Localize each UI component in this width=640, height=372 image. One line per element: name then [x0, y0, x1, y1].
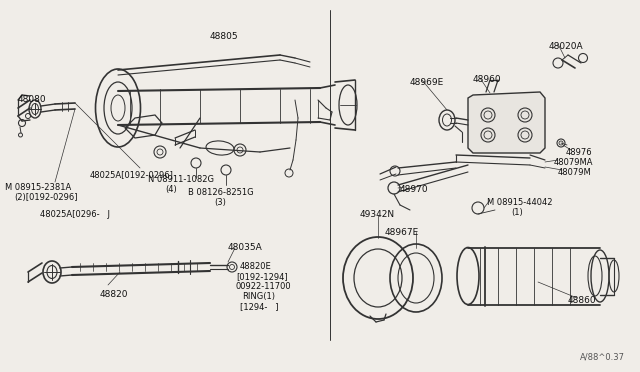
Text: 48860: 48860: [568, 296, 596, 305]
Text: 48967E: 48967E: [385, 228, 419, 237]
Text: 48079M: 48079M: [558, 168, 592, 177]
Text: RING(1): RING(1): [242, 292, 275, 301]
Text: 48025A[0296-   J: 48025A[0296- J: [40, 210, 110, 219]
Text: (4): (4): [165, 185, 177, 194]
Text: 48020A: 48020A: [549, 42, 584, 51]
Text: 48960: 48960: [473, 75, 502, 84]
Text: 48820: 48820: [100, 290, 129, 299]
Polygon shape: [468, 92, 545, 153]
Text: 49342N: 49342N: [360, 210, 395, 219]
Text: (1): (1): [511, 208, 523, 217]
Text: (3): (3): [214, 198, 226, 207]
Text: 48080: 48080: [18, 95, 47, 104]
Text: 48969E: 48969E: [410, 78, 444, 87]
Text: 00922-11700: 00922-11700: [236, 282, 292, 291]
Text: M 08915-44042: M 08915-44042: [487, 198, 552, 207]
Text: 48820E: 48820E: [240, 262, 272, 271]
Text: 48025A[0192-0296]: 48025A[0192-0296]: [90, 170, 174, 179]
Text: [0192-1294]: [0192-1294]: [236, 272, 287, 281]
Text: 48079MA: 48079MA: [554, 158, 593, 167]
Text: B 08126-8251G: B 08126-8251G: [188, 188, 253, 197]
Text: (2)[0192-0296]: (2)[0192-0296]: [14, 193, 77, 202]
Text: 48035A: 48035A: [228, 243, 263, 252]
Text: 48970: 48970: [400, 185, 429, 194]
Text: 48805: 48805: [210, 32, 239, 41]
Text: M 08915-2381A: M 08915-2381A: [5, 183, 71, 192]
Text: [1294-   ]: [1294- ]: [240, 302, 278, 311]
Text: A/88^0.37: A/88^0.37: [580, 353, 625, 362]
Text: 48976: 48976: [566, 148, 593, 157]
Text: N 08911-1082G: N 08911-1082G: [148, 175, 214, 184]
